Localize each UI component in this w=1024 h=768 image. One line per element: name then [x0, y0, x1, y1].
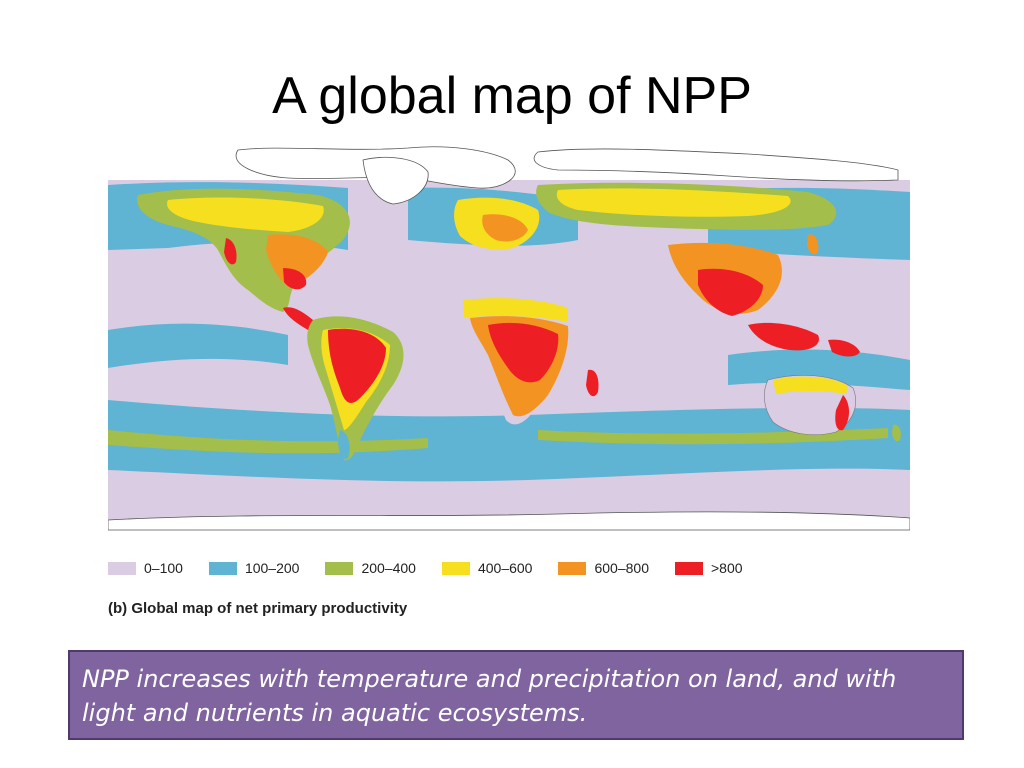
- north-america-southeast: [283, 268, 307, 290]
- southern-ocean-band: [108, 400, 910, 482]
- central-america: [283, 307, 317, 332]
- new-zealand: [892, 424, 901, 442]
- legend-item-100-200: 100–200: [208, 560, 300, 576]
- north-america-east: [266, 234, 328, 288]
- asia-boreal: [556, 188, 791, 217]
- north-america-boreal: [167, 197, 324, 232]
- note-text: NPP increases with temperature and preci…: [82, 665, 897, 727]
- legend-label-400-600: 400–600: [477, 560, 533, 576]
- amazon-rainforest: [328, 328, 386, 403]
- equatorial-pacific-band: [108, 323, 288, 368]
- congo-rainforest: [488, 322, 559, 383]
- legend-item-200-400: 200–400: [325, 560, 416, 576]
- legend-label-0-100: 0–100: [144, 560, 183, 576]
- southeast-asia-islands: [748, 322, 819, 351]
- australia-east: [835, 395, 850, 431]
- greenland: [362, 156, 429, 205]
- legend-swatch-0-100: [108, 561, 136, 575]
- legend-item-400-600: 400–600: [441, 560, 533, 576]
- legend-swatch-600-800: [558, 561, 587, 575]
- legend-label-100-200: 100–200: [244, 560, 300, 576]
- legend-label-200-400: 200–400: [361, 560, 416, 576]
- new-guinea: [828, 339, 860, 357]
- japan: [807, 234, 819, 255]
- legend-swatch-400-600: [441, 561, 470, 575]
- australia-north: [773, 376, 848, 394]
- asia-central-dry: [585, 227, 699, 268]
- north-america-west-coast: [224, 238, 237, 265]
- slide-title: A global map of NPP: [272, 67, 752, 125]
- legend-swatch-100-200: [208, 561, 237, 575]
- note-box: NPP increases with temperature and preci…: [68, 650, 964, 740]
- antarctica: [108, 511, 910, 531]
- arctic-land-east: [533, 148, 899, 182]
- npp-world-map: [108, 140, 910, 540]
- south-america-tip: [338, 430, 350, 459]
- legend-swatch-200-400: [325, 561, 354, 575]
- legend-item-600-800: 600–800: [558, 560, 649, 576]
- legend-label-600-800: 600–800: [594, 560, 649, 576]
- europe-central: [482, 214, 528, 242]
- legend-label-over-800: >800: [711, 560, 743, 576]
- africa-sahel: [463, 298, 568, 322]
- madagascar: [586, 369, 599, 397]
- figure-caption: (b) Global map of net primary productivi…: [108, 600, 408, 617]
- legend-item-0-100: 0–100: [108, 560, 183, 576]
- map-legend: 0–100 100–200 200–400 400–600 600–800 >8…: [108, 557, 769, 579]
- india-southeast-asia: [698, 268, 763, 316]
- legend-swatch-over-800: [675, 561, 703, 575]
- legend-item-over-800: >800: [675, 560, 743, 576]
